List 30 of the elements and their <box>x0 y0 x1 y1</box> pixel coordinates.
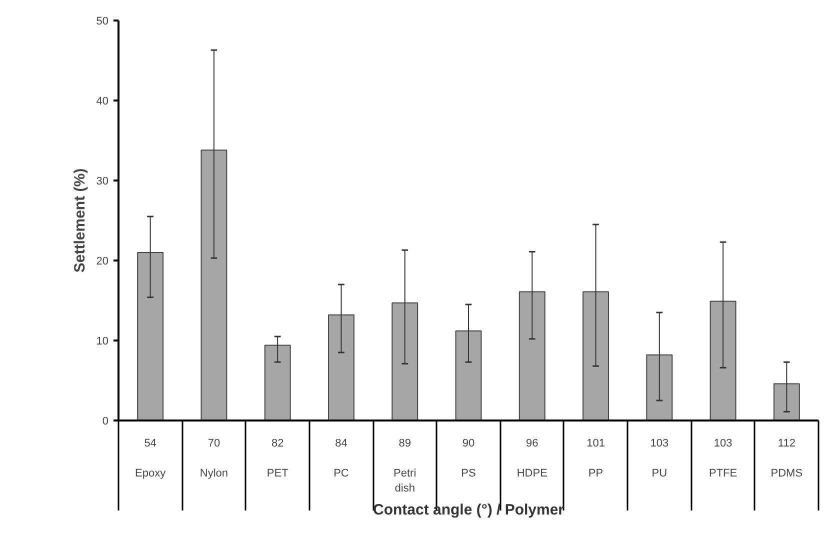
bar <box>518 291 546 420</box>
category-label: 96 HDPE <box>516 438 548 480</box>
bar <box>137 252 164 420</box>
bar <box>710 300 736 420</box>
category-label: 89 Petri dish <box>394 438 416 494</box>
bar <box>200 150 228 420</box>
y-axis-title: Settlement (%) <box>71 168 88 273</box>
text: Contact angle (°) / Polymer <box>372 502 564 518</box>
bar <box>455 330 482 420</box>
category-label: 70 Nylon <box>200 438 228 480</box>
bar <box>773 383 800 420</box>
category-label: 82 PET <box>266 438 288 480</box>
y-tick-label: 40 <box>96 96 109 108</box>
y-tick-label: 50 <box>96 16 109 28</box>
category-label: 54 Epoxy <box>135 438 166 480</box>
y-tick-label: 20 <box>96 256 109 268</box>
category-label: 101 PP <box>586 438 605 480</box>
category-label: 84 PC <box>334 438 349 480</box>
bar <box>264 344 291 420</box>
bar <box>328 314 354 420</box>
bar <box>582 291 609 420</box>
category-label: 103 PTFE <box>708 438 738 480</box>
y-tick-label: 30 <box>96 176 109 188</box>
category-label: 90 PS <box>461 438 476 480</box>
category-label: 112 PDMS <box>770 438 803 480</box>
y-tick-label: 0 <box>102 416 109 428</box>
bar <box>646 354 673 420</box>
category-label: 103 PU <box>650 438 669 480</box>
bar <box>392 302 418 420</box>
y-tick-label: 10 <box>96 336 109 348</box>
